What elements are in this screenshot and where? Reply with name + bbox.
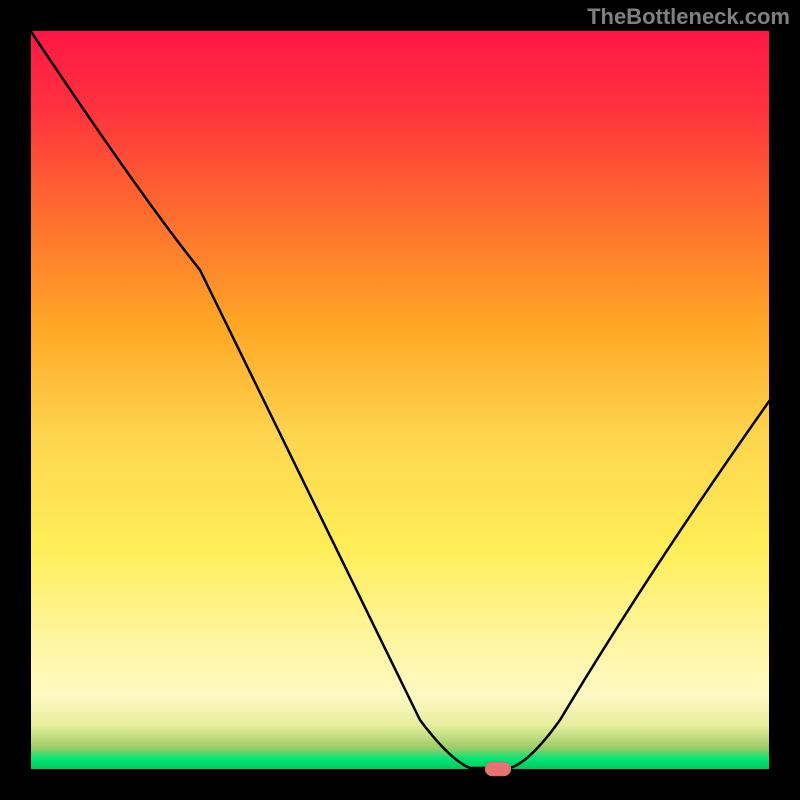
plot-background [30,30,770,770]
bottleneck-chart [0,0,800,800]
optimal-marker [485,762,511,776]
chart-container: TheBottleneck.com [0,0,800,800]
watermark-text: TheBottleneck.com [587,4,790,30]
